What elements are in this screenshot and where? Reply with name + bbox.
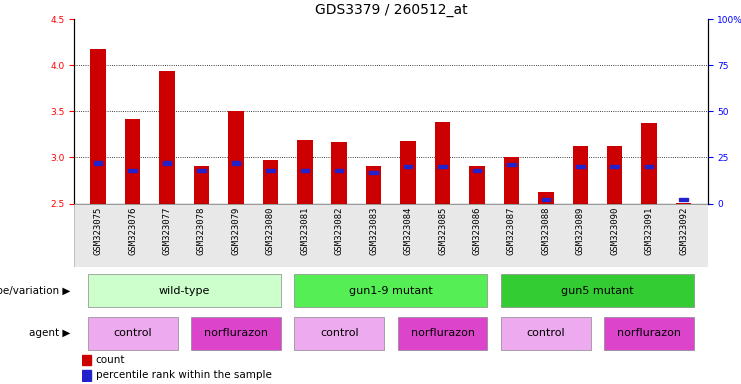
Text: norflurazon: norflurazon: [204, 328, 268, 338]
Bar: [404, 165, 412, 168]
Bar: [504, 157, 519, 204]
Bar: [297, 140, 313, 204]
Text: control: control: [320, 328, 359, 338]
Title: GDS3379 / 260512_at: GDS3379 / 260512_at: [315, 3, 467, 17]
FancyBboxPatch shape: [74, 204, 708, 267]
FancyBboxPatch shape: [501, 317, 591, 349]
Text: GSM323089: GSM323089: [576, 207, 585, 255]
Bar: [366, 166, 382, 204]
Text: GSM323088: GSM323088: [542, 207, 551, 255]
FancyBboxPatch shape: [501, 275, 694, 307]
Bar: [301, 169, 309, 172]
Text: genotype/variation ▶: genotype/variation ▶: [0, 286, 70, 296]
Bar: [335, 169, 344, 172]
Text: GSM323091: GSM323091: [645, 207, 654, 255]
Text: GSM323077: GSM323077: [162, 207, 172, 255]
Bar: [262, 160, 278, 204]
Bar: [370, 170, 378, 174]
Text: gun1-9 mutant: gun1-9 mutant: [349, 286, 433, 296]
Bar: [331, 142, 347, 204]
Bar: [159, 71, 175, 204]
Text: GSM323079: GSM323079: [231, 207, 240, 255]
Bar: [542, 198, 550, 202]
Text: gun5 mutant: gun5 mutant: [561, 286, 634, 296]
Bar: [576, 165, 585, 168]
FancyBboxPatch shape: [191, 317, 281, 349]
Text: GSM323084: GSM323084: [404, 207, 413, 255]
Text: GSM323075: GSM323075: [93, 207, 103, 255]
Bar: [679, 198, 688, 202]
Bar: [473, 169, 481, 172]
Bar: [128, 169, 137, 172]
Text: GSM323076: GSM323076: [128, 207, 137, 255]
Bar: [232, 161, 240, 165]
Bar: [90, 49, 106, 204]
Text: GSM323080: GSM323080: [266, 207, 275, 255]
Text: norflurazon: norflurazon: [411, 328, 474, 338]
Bar: [266, 169, 275, 172]
Text: count: count: [96, 355, 125, 365]
Bar: [197, 169, 206, 172]
FancyBboxPatch shape: [87, 317, 178, 349]
Bar: [438, 165, 447, 168]
Text: GSM323081: GSM323081: [300, 207, 309, 255]
Bar: [435, 122, 451, 204]
Text: agent ▶: agent ▶: [29, 328, 70, 338]
Text: GSM323078: GSM323078: [197, 207, 206, 255]
Text: GSM323082: GSM323082: [335, 207, 344, 255]
Bar: [228, 111, 244, 204]
FancyBboxPatch shape: [604, 317, 694, 349]
Text: control: control: [113, 328, 152, 338]
Bar: [400, 141, 416, 204]
FancyBboxPatch shape: [87, 275, 281, 307]
FancyBboxPatch shape: [294, 275, 488, 307]
FancyBboxPatch shape: [294, 317, 384, 349]
Bar: [642, 123, 657, 204]
Bar: [538, 192, 554, 204]
Text: norflurazon: norflurazon: [617, 328, 681, 338]
Text: GSM323086: GSM323086: [473, 207, 482, 255]
Bar: [611, 165, 619, 168]
Bar: [82, 355, 91, 366]
Text: GSM323087: GSM323087: [507, 207, 516, 255]
Text: control: control: [527, 328, 565, 338]
Bar: [507, 163, 516, 167]
Bar: [573, 146, 588, 204]
Text: GSM323085: GSM323085: [438, 207, 447, 255]
Text: wild-type: wild-type: [159, 286, 210, 296]
Bar: [163, 161, 171, 165]
Bar: [94, 161, 102, 165]
Bar: [193, 166, 209, 204]
Bar: [645, 165, 654, 168]
Bar: [125, 119, 140, 204]
Bar: [469, 166, 485, 204]
FancyBboxPatch shape: [398, 317, 488, 349]
Text: GSM323083: GSM323083: [369, 207, 378, 255]
Bar: [82, 370, 91, 381]
Text: GSM323092: GSM323092: [679, 207, 688, 255]
Text: percentile rank within the sample: percentile rank within the sample: [96, 371, 271, 381]
Bar: [607, 146, 622, 204]
Bar: [676, 203, 691, 204]
Text: GSM323090: GSM323090: [610, 207, 619, 255]
